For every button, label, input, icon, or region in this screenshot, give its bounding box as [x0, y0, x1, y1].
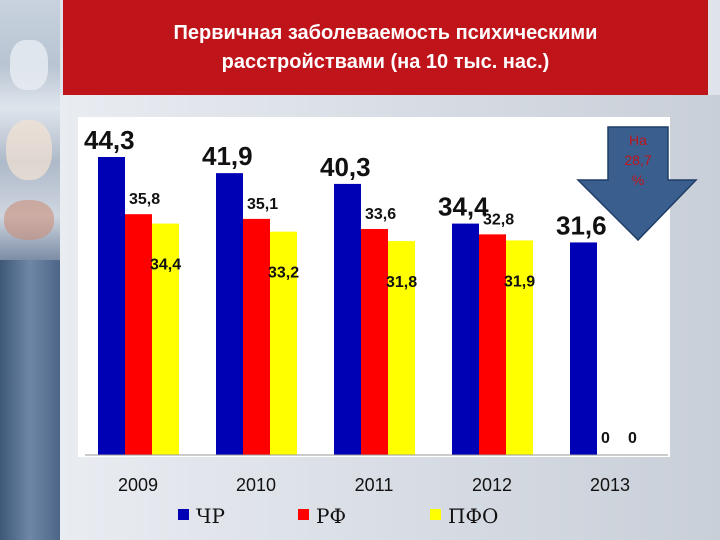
value-label-ЧР-2010: 41,9 — [202, 141, 253, 171]
x-tick-2012: 2012 — [472, 475, 512, 495]
photo-hands — [4, 200, 54, 240]
value-label-ЧР-2011: 40,3 — [320, 152, 371, 182]
bar-ЧР-2010 — [216, 173, 243, 455]
value-label-ПФО-2010: 33,2 — [268, 265, 299, 282]
bar-ПФО-2009 — [152, 223, 179, 455]
callout-line-1: На — [629, 132, 647, 148]
x-tick-2009: 2009 — [118, 475, 158, 495]
x-tick-labels: 2009 2010 2011 2012 2013 — [118, 475, 630, 495]
legend-label-ЧР: ЧР — [196, 504, 225, 528]
bar-ЧР-2012 — [452, 223, 479, 455]
value-label-РФ-2011: 33,6 — [365, 206, 396, 223]
callout-arrow: На 28,7 % — [576, 126, 698, 242]
side-blue-stripe — [0, 260, 60, 540]
value-label-ПФО-2013: 0 — [628, 430, 637, 447]
bar-РФ-2011 — [361, 228, 388, 455]
bar-РФ-2010 — [243, 218, 270, 455]
bar-ЧР-2013 — [570, 242, 597, 455]
legend-swatch-ЧР — [178, 509, 189, 520]
bar-ПФО-2012 — [506, 240, 533, 455]
value-label-РФ-2012: 32,8 — [483, 211, 514, 228]
value-label-ПФО-2011: 31,8 — [386, 274, 417, 291]
x-tick-2010: 2010 — [236, 475, 276, 495]
bar-ЧР-2011 — [334, 183, 361, 455]
value-label-ЧР-2012: 34,4 — [438, 192, 489, 222]
legend-label-ПФО: ПФО — [448, 504, 498, 528]
bar-РФ-2012 — [479, 234, 506, 455]
value-label-ЧР-2013: 31,6 — [556, 210, 607, 240]
bar-ПФО-2010 — [270, 231, 297, 455]
bar-ПФО-2011 — [388, 241, 415, 455]
photo-doctor-face — [6, 120, 52, 180]
bars-group — [98, 157, 597, 455]
title-line-1: Первичная заболеваемость психическими — [173, 21, 598, 44]
value-label-ПФО-2009: 34,4 — [150, 257, 181, 274]
bar-chart: 44,3 35,8 34,4 41,9 35,1 33,2 40,3 33,6 31,8 34,4… — [78, 117, 698, 528]
callout-line-3: % — [632, 172, 644, 188]
photo-doctor-mask — [10, 40, 48, 90]
value-label-РФ-2013: 0 — [601, 430, 610, 447]
value-label-РФ-2010: 35,1 — [247, 196, 278, 213]
callout-line-2: 28,7 — [624, 152, 651, 168]
bar-РФ-2009 — [125, 214, 152, 455]
slide-title: Первичная заболеваемость психическими ра… — [63, 0, 708, 95]
legend: ЧР РФ ПФО — [178, 504, 498, 528]
x-tick-2013: 2013 — [590, 475, 630, 495]
value-labels-group: 44,3 35,8 34,4 41,9 35,1 33,2 40,3 33,6 31,8 34,4… — [84, 125, 637, 447]
title-line-2: расстройствами (на 10 тыс. нас.) — [221, 50, 550, 73]
bar-ЧР-2009 — [98, 157, 125, 455]
down-arrow-shape — [576, 126, 698, 242]
legend-swatch-ПФО — [430, 509, 441, 520]
x-tick-2011: 2011 — [355, 475, 394, 495]
value-label-ЧР-2009: 44,3 — [84, 125, 135, 155]
side-photo-strip — [0, 0, 60, 540]
value-label-ПФО-2012: 31,9 — [504, 273, 535, 290]
legend-swatch-РФ — [298, 509, 309, 520]
value-label-РФ-2009: 35,8 — [129, 191, 160, 208]
legend-label-РФ: РФ — [316, 504, 346, 528]
